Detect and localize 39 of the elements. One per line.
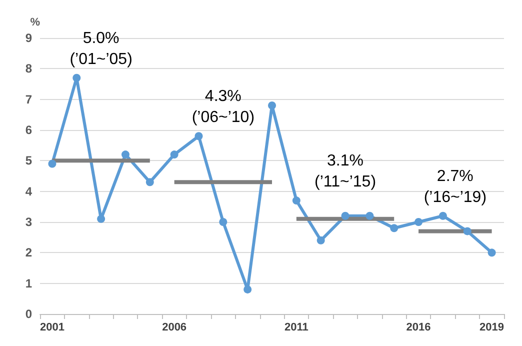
y-tick-label: 2 xyxy=(25,246,32,260)
point xyxy=(414,218,423,226)
point xyxy=(97,214,106,223)
annotation: 5.0% (’01~’05) xyxy=(70,30,132,68)
point xyxy=(146,178,154,186)
y-tick-label: 6 xyxy=(25,123,32,137)
point xyxy=(72,74,81,82)
annotation: 4.3% (’06~’10) xyxy=(192,88,255,126)
point xyxy=(194,132,203,140)
point xyxy=(366,212,374,220)
y-tick-label: 3 xyxy=(25,215,32,229)
y-tick-label: 8 xyxy=(25,62,32,76)
x-tick-label: 2019 xyxy=(480,322,504,334)
point xyxy=(438,212,447,220)
point xyxy=(219,218,228,226)
point xyxy=(244,285,252,294)
y-tick-label: 5 xyxy=(25,154,32,168)
y-tick-label: 1 xyxy=(25,276,32,290)
point xyxy=(121,150,130,159)
annotation: 2.7% (’16~’19) xyxy=(424,168,487,206)
x-tick-label: 2016 xyxy=(406,322,431,334)
point xyxy=(488,248,496,257)
point xyxy=(292,196,300,205)
point xyxy=(170,150,178,159)
x-tick-label: 2006 xyxy=(162,322,187,334)
y-tick-label: 4 xyxy=(25,184,32,198)
point xyxy=(341,212,350,220)
point xyxy=(268,101,276,110)
x-tick-label: 2011 xyxy=(284,322,308,334)
y-tick-label: 9 xyxy=(25,31,32,45)
annotation: 3.1% (’11~’15) xyxy=(314,152,376,191)
y-axis-title: % xyxy=(30,16,40,28)
point xyxy=(390,224,398,232)
y-tick-label: 0 xyxy=(25,307,32,321)
y-tick-label: 7 xyxy=(25,92,32,106)
point xyxy=(48,160,56,168)
x-tick-label: 2001 xyxy=(40,322,64,334)
point xyxy=(463,227,472,236)
point xyxy=(316,236,325,244)
